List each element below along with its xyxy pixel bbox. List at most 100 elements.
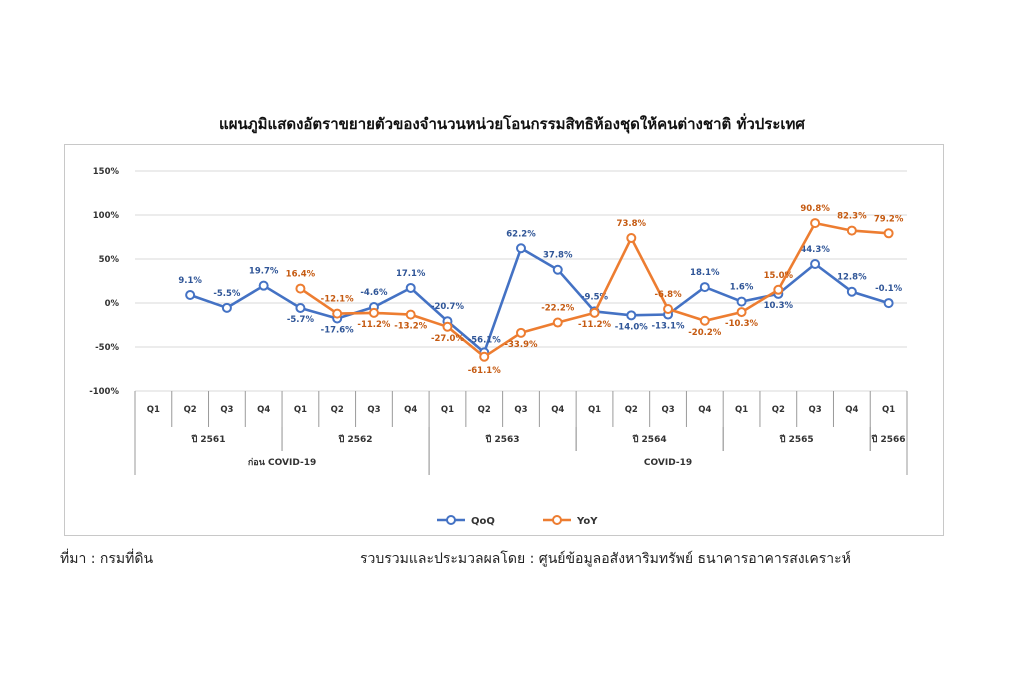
x-tick-label: Q2 [331,405,344,415]
data-point-yoy [405,309,416,320]
legend-label-yoy: YoY [576,516,598,527]
data-point-qoq [846,286,857,297]
data-point-qoq [552,264,563,275]
data-label-qoq: -5.7% [287,315,315,325]
data-point-yoy [626,233,637,244]
compiled-by-note: รวบรวมและประมวลผลโดย : ศูนย์ข้อมูลอสังหา… [360,551,851,567]
y-tick-label: 100% [93,211,120,221]
data-label-yoy: 79.2% [874,214,904,224]
data-label-qoq: 19.7% [249,267,279,277]
x-tick-label: Q3 [220,405,233,415]
data-point-yoy [442,321,453,332]
data-point-yoy [810,218,821,229]
data-point-qoq [883,298,894,309]
x-tick-label: Q3 [809,405,822,415]
data-point-qoq [221,302,232,313]
data-point-yoy [846,225,857,236]
data-point-yoy [883,228,894,239]
line-chart: 150% 100% 50% 0% -50% -100% Q1 Q2 Q3 Q4 Q1 Q2 Q3 Q4 Q1… [89,167,908,527]
year-label: ปี 2565 [779,434,814,445]
data-label-qoq: 44.3% [800,245,830,255]
data-label-qoq: 10.3% [764,301,794,311]
x-tick-label: Q1 [294,405,307,415]
year-label: ปี 2564 [632,434,667,445]
data-point-qoq [736,296,747,307]
y-tick-label: 50% [99,255,120,265]
year-label: ปี 2566 [870,434,905,445]
y-tick-label: 150% [93,167,120,177]
data-label-qoq: -13.1% [652,322,685,332]
data-point-qoq [516,243,526,254]
x-tick-label: Q1 [441,405,454,415]
data-point-yoy [332,308,343,319]
series-line-qoq [189,247,889,354]
data-point-qoq [810,259,821,270]
data-point-yoy [295,283,306,294]
year-label: ปี 2561 [190,434,225,445]
data-point-yoy [516,327,526,338]
data-label-qoq: 1.6% [730,283,754,293]
y-tick-label: -50% [95,343,119,353]
data-label-yoy: -10.3% [725,319,758,329]
data-point-yoy [773,284,784,295]
x-tick-label: Q1 [735,405,748,415]
x-tick-label: Q1 [882,405,895,415]
x-tick-label: Q3 [661,405,674,415]
data-point-qoq [626,310,637,321]
x-tick-label: Q4 [257,405,270,415]
x-tick-label: Q2 [184,405,197,415]
x-tick-label: Q3 [514,405,527,415]
data-point-yoy [699,315,710,326]
data-label-qoq: -4.6% [360,288,388,298]
chart-frame: 150% 100% 50% 0% -50% -100% Q1 Q2 Q3 Q4 Q1 Q2 Q3 Q4 Q1… [64,144,944,536]
data-point-yoy [736,307,747,318]
data-label-qoq: -20.7% [431,302,464,312]
data-label-yoy: -13.2% [394,322,427,332]
series-line-yoy [299,221,889,359]
chart-title: แผนภูมิแสดงอัตราขยายตัวของจำนวนหน่วยโอนก… [219,115,805,133]
x-tick-label: Q1 [588,405,601,415]
data-label-qoq: -56.1% [468,335,501,345]
data-label-yoy: -11.2% [578,320,611,330]
data-label-qoq: 37.8% [543,251,573,261]
data-label-yoy: -33.9% [504,340,537,350]
data-label-yoy: 16.4% [286,270,316,280]
x-tick-label: Q4 [845,405,858,415]
data-point-qoq [699,282,710,293]
data-label-yoy: 82.3% [837,212,867,222]
data-label-qoq: -14.0% [615,322,648,332]
data-point-yoy [552,317,563,328]
y-tick-label: 0% [105,299,120,309]
data-point-qoq [185,289,196,300]
data-label-qoq: 62.2% [506,229,536,239]
data-point-yoy [368,307,379,318]
data-label-qoq: 12.8% [837,273,867,283]
data-point-yoy [663,303,674,314]
legend-marker-yoy [552,515,562,525]
data-label-qoq: -17.6% [321,325,354,335]
legend-label-qoq: QoQ [471,516,495,527]
x-tick-label: Q1 [147,405,160,415]
data-point-qoq [295,303,306,314]
data-point-yoy [589,307,600,318]
year-label: ปี 2562 [337,434,372,445]
legend-marker-qoq [446,515,456,525]
x-tick-label: Q2 [478,405,491,415]
data-label-yoy: -22.2% [541,304,574,314]
x-tick-label: Q4 [698,405,711,415]
data-label-qoq: 17.1% [396,269,426,279]
data-label-qoq: -0.1% [875,284,903,294]
data-label-yoy: -61.1% [468,366,501,376]
data-label-qoq: -5.5% [213,289,241,299]
data-label-qoq: 9.1% [178,276,202,286]
period-label: COVID-19 [644,458,692,468]
data-label-yoy: 15.0% [764,271,794,281]
source-note: ที่มา : กรมที่ดิน [60,551,154,567]
x-tick-label: Q4 [404,405,417,415]
data-label-qoq: -9.5% [581,292,609,302]
data-label-yoy: 90.8% [800,204,830,214]
y-tick-label: -100% [89,387,119,397]
data-point-qoq [405,282,416,293]
x-tick-label: Q4 [551,405,564,415]
data-label-yoy: -20.2% [688,328,721,338]
